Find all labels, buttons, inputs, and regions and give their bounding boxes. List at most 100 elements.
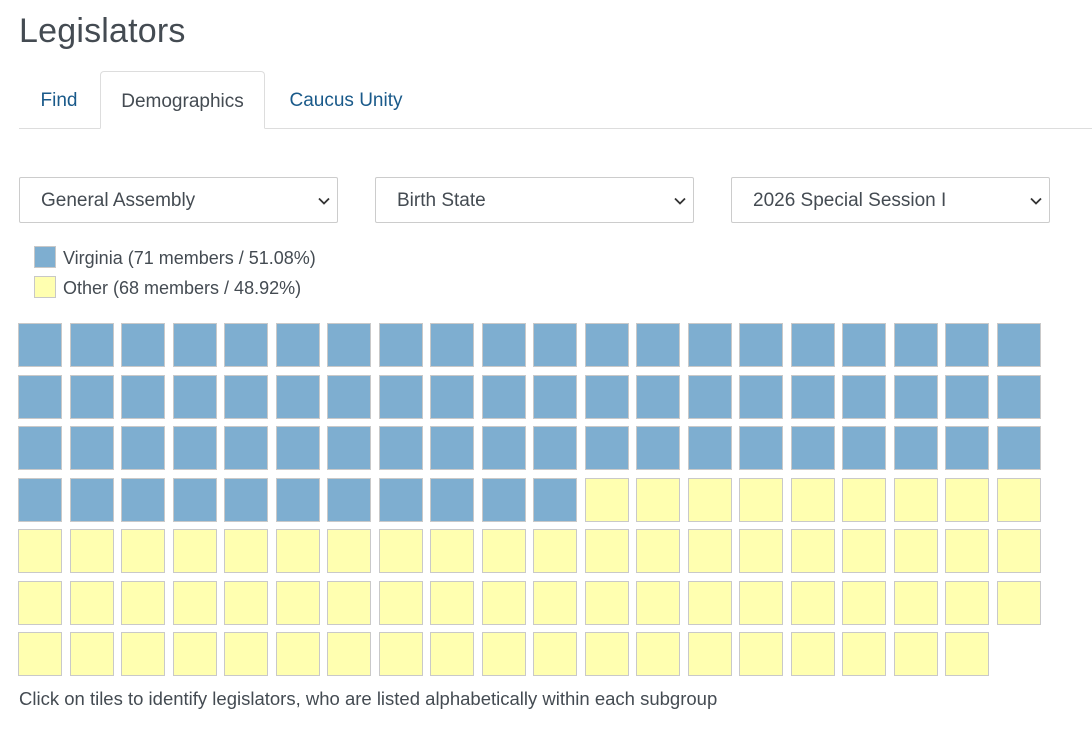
waffle-tile-other[interactable] [482, 529, 526, 573]
waffle-tile-virginia[interactable] [18, 323, 62, 367]
waffle-tile-virginia[interactable] [121, 478, 165, 522]
waffle-tile-virginia[interactable] [121, 375, 165, 419]
waffle-tile-virginia[interactable] [430, 426, 474, 470]
waffle-tile-other[interactable] [173, 581, 217, 625]
waffle-tile-virginia[interactable] [997, 375, 1041, 419]
waffle-tile-other[interactable] [70, 581, 114, 625]
waffle-tile-other[interactable] [842, 632, 886, 676]
waffle-tile-other[interactable] [327, 529, 371, 573]
waffle-tile-other[interactable] [533, 632, 577, 676]
waffle-tile-virginia[interactable] [276, 323, 320, 367]
waffle-tile-virginia[interactable] [379, 478, 423, 522]
body-select[interactable]: General Assembly [19, 177, 338, 223]
waffle-tile-other[interactable] [894, 478, 938, 522]
waffle-tile-virginia[interactable] [842, 426, 886, 470]
waffle-tile-virginia[interactable] [70, 323, 114, 367]
waffle-tile-virginia[interactable] [276, 375, 320, 419]
waffle-tile-virginia[interactable] [791, 426, 835, 470]
waffle-tile-other[interactable] [842, 529, 886, 573]
waffle-tile-virginia[interactable] [482, 375, 526, 419]
waffle-tile-other[interactable] [636, 581, 680, 625]
waffle-tile-virginia[interactable] [791, 375, 835, 419]
waffle-tile-virginia[interactable] [70, 478, 114, 522]
waffle-tile-virginia[interactable] [636, 375, 680, 419]
waffle-tile-other[interactable] [585, 632, 629, 676]
waffle-tile-virginia[interactable] [173, 375, 217, 419]
waffle-tile-other[interactable] [688, 529, 732, 573]
waffle-tile-virginia[interactable] [173, 426, 217, 470]
waffle-tile-virginia[interactable] [430, 323, 474, 367]
waffle-tile-other[interactable] [379, 632, 423, 676]
waffle-tile-virginia[interactable] [533, 478, 577, 522]
waffle-tile-other[interactable] [327, 632, 371, 676]
waffle-tile-other[interactable] [70, 529, 114, 573]
waffle-tile-virginia[interactable] [173, 323, 217, 367]
waffle-tile-virginia[interactable] [121, 323, 165, 367]
waffle-tile-virginia[interactable] [585, 426, 629, 470]
waffle-tile-other[interactable] [739, 478, 783, 522]
waffle-tile-other[interactable] [224, 632, 268, 676]
waffle-tile-virginia[interactable] [224, 478, 268, 522]
waffle-tile-other[interactable] [636, 632, 680, 676]
waffle-tile-other[interactable] [739, 581, 783, 625]
waffle-tile-virginia[interactable] [894, 375, 938, 419]
waffle-tile-virginia[interactable] [533, 323, 577, 367]
waffle-tile-virginia[interactable] [688, 375, 732, 419]
waffle-tile-other[interactable] [533, 581, 577, 625]
waffle-tile-other[interactable] [945, 478, 989, 522]
waffle-tile-virginia[interactable] [276, 478, 320, 522]
waffle-tile-other[interactable] [18, 581, 62, 625]
waffle-tile-other[interactable] [121, 529, 165, 573]
waffle-tile-virginia[interactable] [945, 323, 989, 367]
waffle-tile-virginia[interactable] [121, 426, 165, 470]
waffle-tile-virginia[interactable] [894, 323, 938, 367]
waffle-tile-other[interactable] [276, 581, 320, 625]
waffle-tile-virginia[interactable] [482, 323, 526, 367]
waffle-tile-other[interactable] [688, 632, 732, 676]
waffle-tile-other[interactable] [636, 478, 680, 522]
waffle-tile-virginia[interactable] [18, 426, 62, 470]
waffle-tile-other[interactable] [379, 529, 423, 573]
waffle-tile-virginia[interactable] [430, 478, 474, 522]
waffle-tile-virginia[interactable] [482, 478, 526, 522]
waffle-tile-other[interactable] [894, 632, 938, 676]
waffle-tile-other[interactable] [945, 632, 989, 676]
waffle-tile-virginia[interactable] [327, 426, 371, 470]
waffle-tile-other[interactable] [894, 529, 938, 573]
waffle-tile-other[interactable] [121, 581, 165, 625]
waffle-tile-virginia[interactable] [482, 426, 526, 470]
waffle-tile-virginia[interactable] [70, 375, 114, 419]
waffle-tile-virginia[interactable] [945, 426, 989, 470]
waffle-tile-other[interactable] [276, 632, 320, 676]
waffle-tile-other[interactable] [739, 632, 783, 676]
waffle-tile-other[interactable] [997, 529, 1041, 573]
waffle-tile-virginia[interactable] [533, 375, 577, 419]
waffle-tile-virginia[interactable] [224, 323, 268, 367]
waffle-tile-virginia[interactable] [379, 323, 423, 367]
waffle-tile-other[interactable] [533, 529, 577, 573]
waffle-tile-other[interactable] [791, 581, 835, 625]
waffle-tile-virginia[interactable] [791, 323, 835, 367]
waffle-tile-other[interactable] [18, 632, 62, 676]
waffle-tile-other[interactable] [121, 632, 165, 676]
waffle-tile-other[interactable] [791, 529, 835, 573]
waffle-tile-other[interactable] [430, 581, 474, 625]
waffle-tile-other[interactable] [430, 632, 474, 676]
waffle-tile-virginia[interactable] [18, 478, 62, 522]
waffle-tile-other[interactable] [791, 632, 835, 676]
waffle-tile-virginia[interactable] [842, 375, 886, 419]
waffle-tile-virginia[interactable] [739, 323, 783, 367]
tab-demographics[interactable]: Demographics [100, 71, 265, 129]
waffle-tile-virginia[interactable] [585, 375, 629, 419]
waffle-tile-other[interactable] [842, 478, 886, 522]
waffle-tile-virginia[interactable] [18, 375, 62, 419]
waffle-tile-virginia[interactable] [224, 426, 268, 470]
waffle-tile-other[interactable] [997, 478, 1041, 522]
waffle-tile-other[interactable] [739, 529, 783, 573]
waffle-tile-other[interactable] [379, 581, 423, 625]
session-select[interactable]: 2026 Special Session I [731, 177, 1050, 223]
waffle-tile-other[interactable] [688, 581, 732, 625]
waffle-tile-virginia[interactable] [688, 426, 732, 470]
waffle-tile-virginia[interactable] [739, 426, 783, 470]
tab-find[interactable]: Find [40, 90, 78, 111]
